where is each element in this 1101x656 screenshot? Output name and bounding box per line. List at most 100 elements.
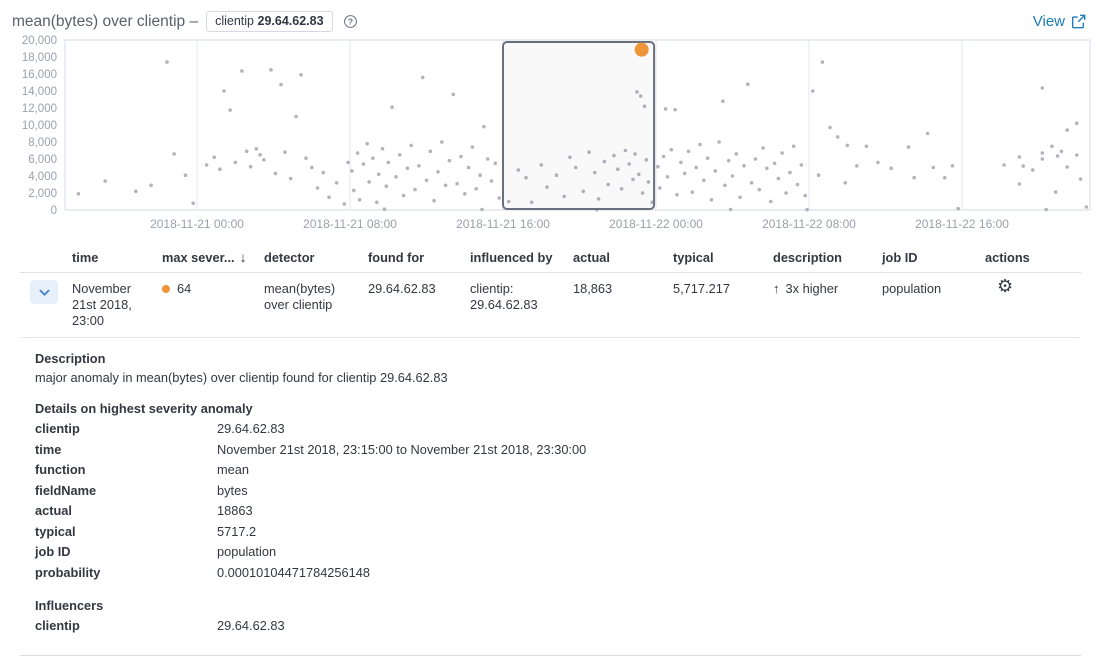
scatter-point — [279, 82, 283, 87]
scatter-point — [474, 187, 479, 191]
scatter-point — [432, 198, 436, 203]
scatter-point — [1040, 86, 1045, 90]
scatter-point — [258, 153, 262, 157]
scatter-point — [738, 195, 742, 200]
scatter-point — [925, 131, 930, 136]
scatter-point — [352, 188, 356, 193]
gear-icon[interactable]: ⚙ — [985, 277, 1013, 295]
header-job-id: job ID — [872, 245, 975, 273]
scatter-point — [717, 140, 721, 144]
scatter-point — [811, 89, 815, 93]
scatter-point — [240, 69, 244, 73]
scatter-point — [757, 187, 762, 192]
x-axis-tick-label: 2018-11-21 16:00 — [456, 217, 550, 231]
scatter-point — [1065, 165, 1069, 169]
header-actual-label: actual — [573, 249, 610, 265]
scatter-point — [931, 165, 936, 170]
header-influenced-by: influenced by — [460, 245, 563, 273]
detail-value: 5717.2 — [217, 523, 257, 539]
scatter-point — [218, 167, 222, 171]
scatter-point — [409, 143, 414, 148]
scatter-point — [694, 165, 698, 170]
scatter-point — [682, 171, 687, 176]
scatter-point — [447, 158, 452, 163]
scatter-point — [568, 155, 572, 160]
scatter-point — [1017, 182, 1022, 186]
header-job-id-label: job ID — [882, 249, 918, 265]
scatter-point — [638, 94, 643, 98]
scatter-point — [554, 173, 559, 177]
scatter-point — [637, 172, 641, 177]
scatter-point — [405, 166, 410, 171]
scatter-point — [310, 165, 314, 170]
scatter-point — [1050, 144, 1054, 149]
detail-value: 18863 — [217, 503, 253, 518]
anomaly-table-row: November 21st 2018, 23:00 64 mean(bytes)… — [20, 273, 1081, 338]
scatter-point — [705, 156, 710, 160]
cell-actual: 18,863 — [573, 281, 613, 296]
scatter-point — [612, 153, 616, 158]
entity-badge-value: 29.64.62.83 — [257, 14, 324, 28]
scatter-point — [212, 155, 216, 160]
scatter-point — [1044, 207, 1048, 212]
y-axis-tick-label: 10,000 — [22, 120, 57, 132]
table-header-row: time max sever... ↓ detector found for in… — [20, 245, 1081, 273]
scatter-point — [466, 165, 471, 170]
scatter-point — [233, 160, 238, 165]
scatter-point — [248, 164, 253, 169]
scatter-point — [1053, 190, 1058, 194]
svg-text:?: ? — [347, 17, 352, 27]
scatter-point — [417, 164, 421, 168]
scatter-point — [1040, 157, 1045, 161]
scatter-point — [730, 174, 735, 178]
cell-severity: 64 — [152, 273, 254, 337]
cell-time: November 21st 2018, 23:00 — [72, 281, 132, 328]
scatter-point — [315, 186, 320, 190]
scatter-point — [397, 153, 402, 157]
scatter-point — [669, 147, 674, 152]
scatter-point — [702, 178, 706, 183]
detail-label: actual — [35, 503, 72, 518]
scatter-point — [642, 104, 647, 109]
scatter-point — [524, 175, 528, 180]
scatter-point — [709, 198, 714, 202]
header-typical: typical — [663, 245, 763, 273]
scatter-point — [828, 125, 832, 130]
entity-badge[interactable]: clientip 29.64.62.83 — [206, 11, 333, 32]
scatter-point — [776, 176, 781, 181]
collapse-row-button[interactable] — [30, 280, 58, 304]
view-link[interactable]: View — [1033, 13, 1087, 30]
scatter-point — [350, 169, 354, 173]
scatter-point — [673, 107, 677, 112]
header-severity[interactable]: max sever... ↓ — [152, 245, 254, 273]
help-icon[interactable]: ? — [343, 14, 358, 29]
sort-desc-icon[interactable]: ↓ — [239, 249, 247, 265]
scatter-point — [436, 170, 440, 174]
scatter-point — [562, 194, 566, 199]
scatter-point — [365, 141, 370, 146]
detail-value: population — [217, 544, 277, 559]
time-selection-rect[interactable] — [502, 41, 656, 210]
scatter-point — [451, 92, 456, 97]
scatter-point — [299, 73, 303, 77]
scatter-point — [646, 180, 651, 184]
scatter-point — [864, 144, 869, 149]
scatter-point — [644, 158, 649, 162]
scatter-point — [401, 193, 406, 198]
scatter-point — [784, 191, 788, 195]
scatter-point — [413, 187, 417, 192]
scatter-point — [529, 200, 534, 205]
popout-icon — [1070, 13, 1087, 30]
scatter-point — [723, 183, 727, 188]
header-expander — [20, 245, 62, 273]
header-time-label: time — [72, 249, 99, 265]
scatter-point — [780, 151, 784, 155]
scatter-point — [587, 150, 591, 154]
anomaly-point[interactable] — [634, 42, 649, 57]
detail-value: bytes — [217, 482, 248, 498]
detail-value: November 21st 2018, 23:15:00 to November… — [217, 441, 587, 457]
anomaly-timeline-chart[interactable]: 20,000 18,000 16,000 14,000 12,000 10,000 8,00… — [0, 35, 1101, 235]
scatter-point — [573, 165, 578, 170]
y-axis-tick-label: 14,000 — [22, 86, 57, 98]
scatter-point — [820, 60, 825, 64]
